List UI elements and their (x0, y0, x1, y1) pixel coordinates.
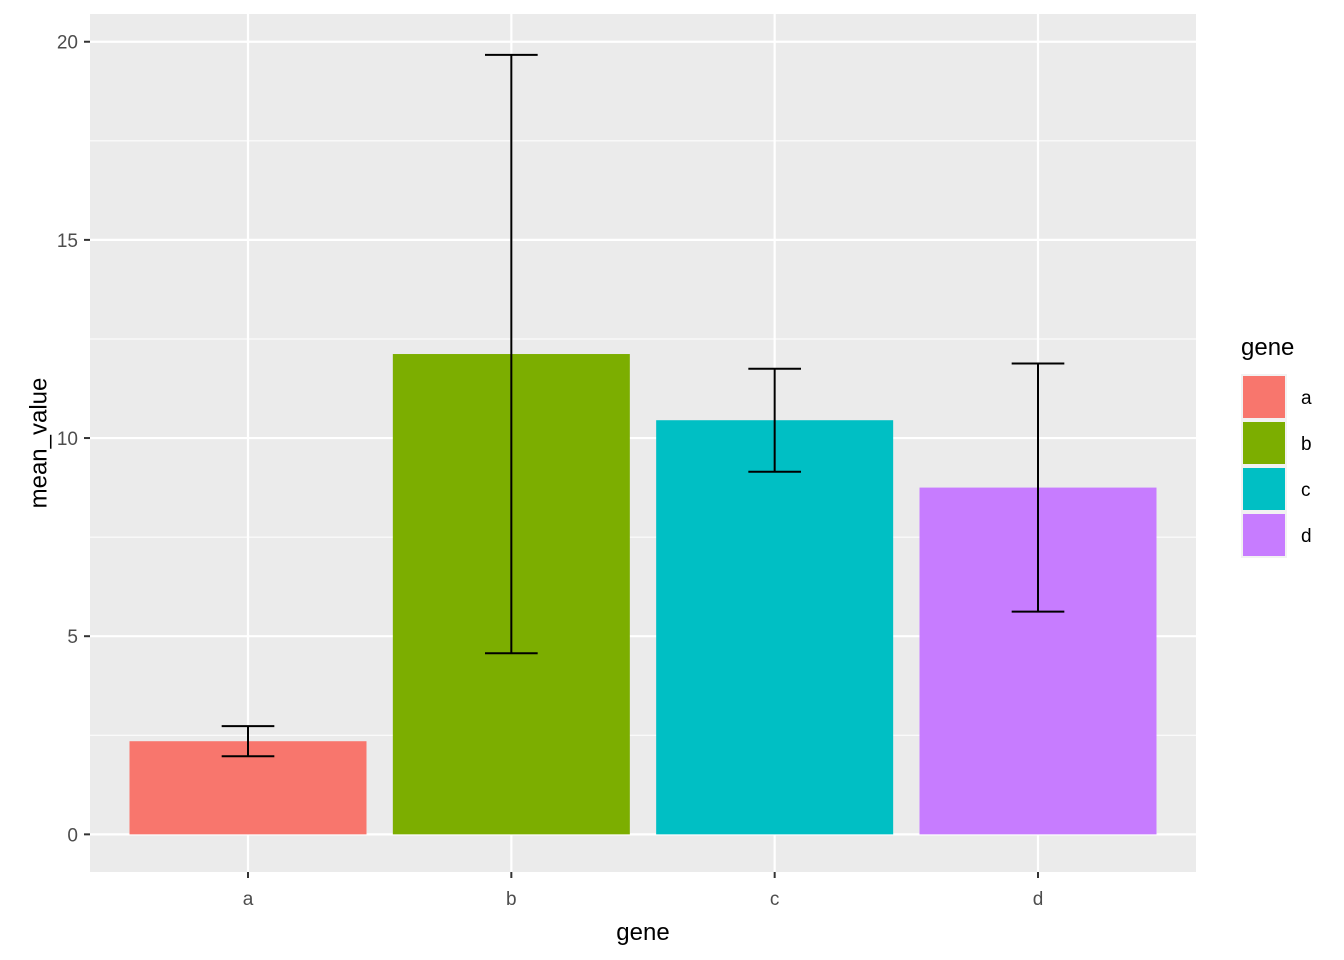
legend-title: gene (1241, 334, 1294, 361)
bar-c (656, 420, 894, 835)
legend-label-d: d (1301, 526, 1312, 547)
x-axis-title: gene (616, 919, 669, 946)
legend-swatch-c (1243, 468, 1285, 510)
legend-swatch-b (1243, 422, 1285, 464)
legend: gene a b c d (1241, 334, 1312, 558)
error-bar-d (1011, 362, 1065, 613)
y-tick-label: 0 (67, 825, 78, 846)
legend-swatch-d (1243, 514, 1285, 556)
x-tick-label: c (770, 889, 780, 910)
legend-label-c: c (1301, 480, 1311, 501)
y-axis-title: mean_value (25, 378, 52, 509)
x-tick-label: d (1033, 889, 1044, 910)
legend-label-b: b (1301, 434, 1312, 455)
legend-swatch-a (1243, 376, 1285, 418)
y-tick-label: 10 (57, 429, 78, 450)
axes: 0 5 10 15 20 a b c d (57, 33, 1043, 910)
error-bar-a (221, 725, 275, 758)
error-bars (221, 53, 1065, 758)
legend-label-a: a (1301, 388, 1312, 409)
y-tick-label: 15 (57, 231, 78, 252)
x-tick-label: a (243, 889, 254, 910)
x-tick-label: b (506, 889, 517, 910)
error-bar-b (485, 53, 538, 655)
error-bar-c (748, 367, 801, 473)
y-tick-label: 20 (57, 33, 78, 54)
y-tick-label: 5 (67, 627, 78, 648)
